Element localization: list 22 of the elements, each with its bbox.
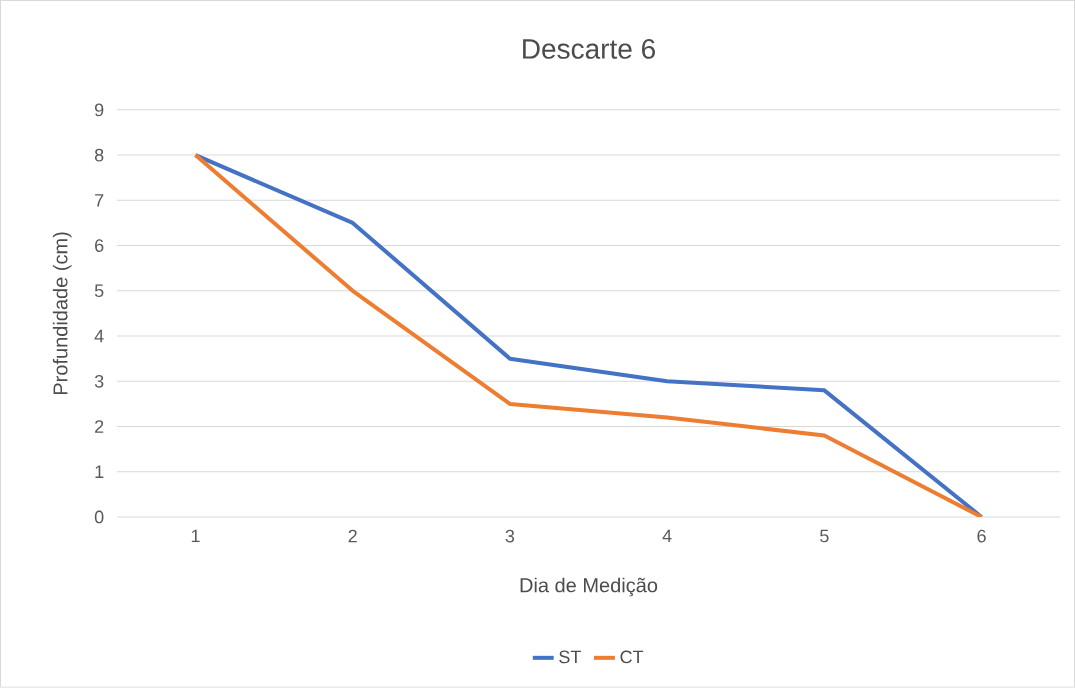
y-tick-label: 7 (95, 194, 104, 207)
y-tick-label: 3 (94, 374, 104, 388)
y-tick-label: 2 (95, 420, 104, 433)
x-tick-label: 2 (348, 529, 357, 543)
legend-label: CT (620, 650, 644, 664)
x-tick-label: 3 (505, 529, 515, 543)
y-tick-label: 8 (94, 148, 104, 162)
y-axis-title: Profundidade (cm) (52, 232, 72, 395)
y-tick-label: 0 (94, 510, 104, 524)
x-tick-label: 6 (977, 529, 986, 543)
x-tick-label: 4 (662, 529, 672, 543)
x-tick-label: 1 (191, 529, 200, 543)
y-tick-label: 5 (94, 284, 104, 298)
legend-label: ST (559, 650, 581, 664)
y-tick-label: 1 (95, 465, 104, 478)
y-tick-label: 4 (94, 329, 104, 343)
y-tick-label: 9 (94, 103, 104, 117)
line-series (193, 153, 984, 518)
x-axis-title: Dia de Medição (520, 577, 658, 597)
chart-title: Descarte 6 (523, 39, 655, 59)
y-tick-label: 6 (95, 239, 104, 252)
x-tick-label: 5 (820, 529, 829, 543)
